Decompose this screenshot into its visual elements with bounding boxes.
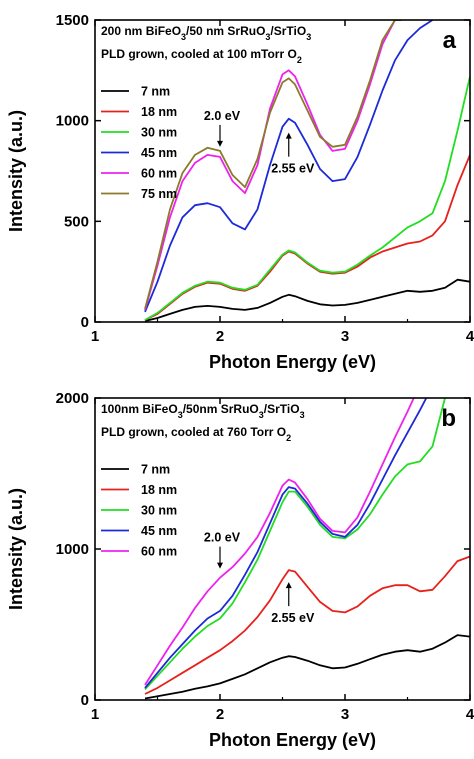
legend-label: 45 nm	[141, 146, 177, 160]
x-tick-label: 2	[216, 328, 224, 345]
x-tick-label: 3	[341, 328, 349, 345]
annotation-label: 2.0 eV	[204, 109, 241, 123]
annotation-label: 2.55 eV	[271, 611, 315, 625]
x-tick-label: 4	[466, 328, 474, 345]
series-line-18-nm	[144, 555, 470, 695]
series-line-7-nm	[144, 634, 470, 700]
x-tick-label: 3	[341, 706, 349, 723]
annotation: 2.55 eV	[271, 132, 315, 176]
y-tick-label: 2000	[56, 390, 89, 407]
series-line-45-nm	[144, 398, 428, 689]
panel-label: a	[443, 27, 457, 54]
panel-b: 1 2 3 4 0 1000 2000 Photon Energy (eV) Intensity…	[6, 390, 474, 750]
y-axis-title: Intensity (a.u.)	[6, 488, 26, 610]
series-line-7-nm	[144, 278, 470, 322]
series-line-60-nm	[144, 398, 415, 686]
legend-label: 18 nm	[141, 105, 177, 119]
sample-note-line: 100nm BiFeO3/50nm SrRuO3/SrTiO3	[101, 402, 305, 420]
x-tick-label: 2	[216, 706, 224, 723]
legend-label: 60 nm	[141, 545, 177, 559]
series-line-30-nm	[144, 76, 470, 321]
y-tick-label: 1500	[56, 12, 89, 29]
series-line-18-nm	[144, 154, 470, 321]
sample-note-line: PLD grown, cooled at 100 mTorr O2	[101, 47, 302, 65]
legend-label: 60 nm	[141, 167, 177, 181]
panel-label: b	[441, 405, 456, 432]
series-line-75-nm	[144, 20, 402, 310]
x-tick-label: 1	[91, 328, 99, 345]
series-line-45-nm	[144, 20, 433, 313]
legend-label: 7 nm	[141, 85, 170, 99]
legend-label: 30 nm	[141, 126, 177, 140]
sample-note-line: PLD grown, cooled at 760 Torr O2	[101, 425, 291, 443]
annotation: 2.55 eV	[271, 582, 315, 625]
y-tick-label: 1000	[56, 113, 89, 130]
series-line-30-nm	[144, 398, 446, 691]
annotation: 2.0 eV	[204, 531, 241, 569]
legend-label: 30 nm	[141, 504, 177, 518]
legend-label: 18 nm	[141, 483, 177, 497]
series-line-60-nm	[144, 20, 402, 311]
sample-note-line: 200 nm BiFeO3/50 nm SrRuO3/SrTiO3	[101, 24, 311, 42]
legend-label: 45 nm	[141, 524, 177, 538]
y-tick-label: 1000	[56, 541, 89, 558]
panel-a: 1 2 3 4 0 500 1000 1500 Photon Energy (eV) Intens…	[6, 12, 474, 372]
series-lines	[144, 20, 470, 322]
y-tick-label: 0	[81, 692, 89, 709]
x-axis-title: Photon Energy (eV)	[209, 730, 376, 750]
y-axis-title: Intensity (a.u.)	[6, 110, 26, 232]
legend-label: 7 nm	[141, 463, 170, 477]
legend-label: 75 nm	[141, 187, 177, 201]
series-lines	[144, 398, 470, 700]
annotation: 2.0 eV	[204, 109, 241, 147]
x-tick-label: 1	[91, 706, 99, 723]
y-tick-label: 500	[64, 213, 89, 230]
x-tick-label: 4	[466, 706, 474, 723]
annotation-label: 2.55 eV	[271, 162, 315, 176]
x-axis-title: Photon Energy (eV)	[209, 352, 376, 372]
y-tick-label: 0	[81, 314, 89, 331]
annotation-label: 2.0 eV	[204, 531, 241, 545]
